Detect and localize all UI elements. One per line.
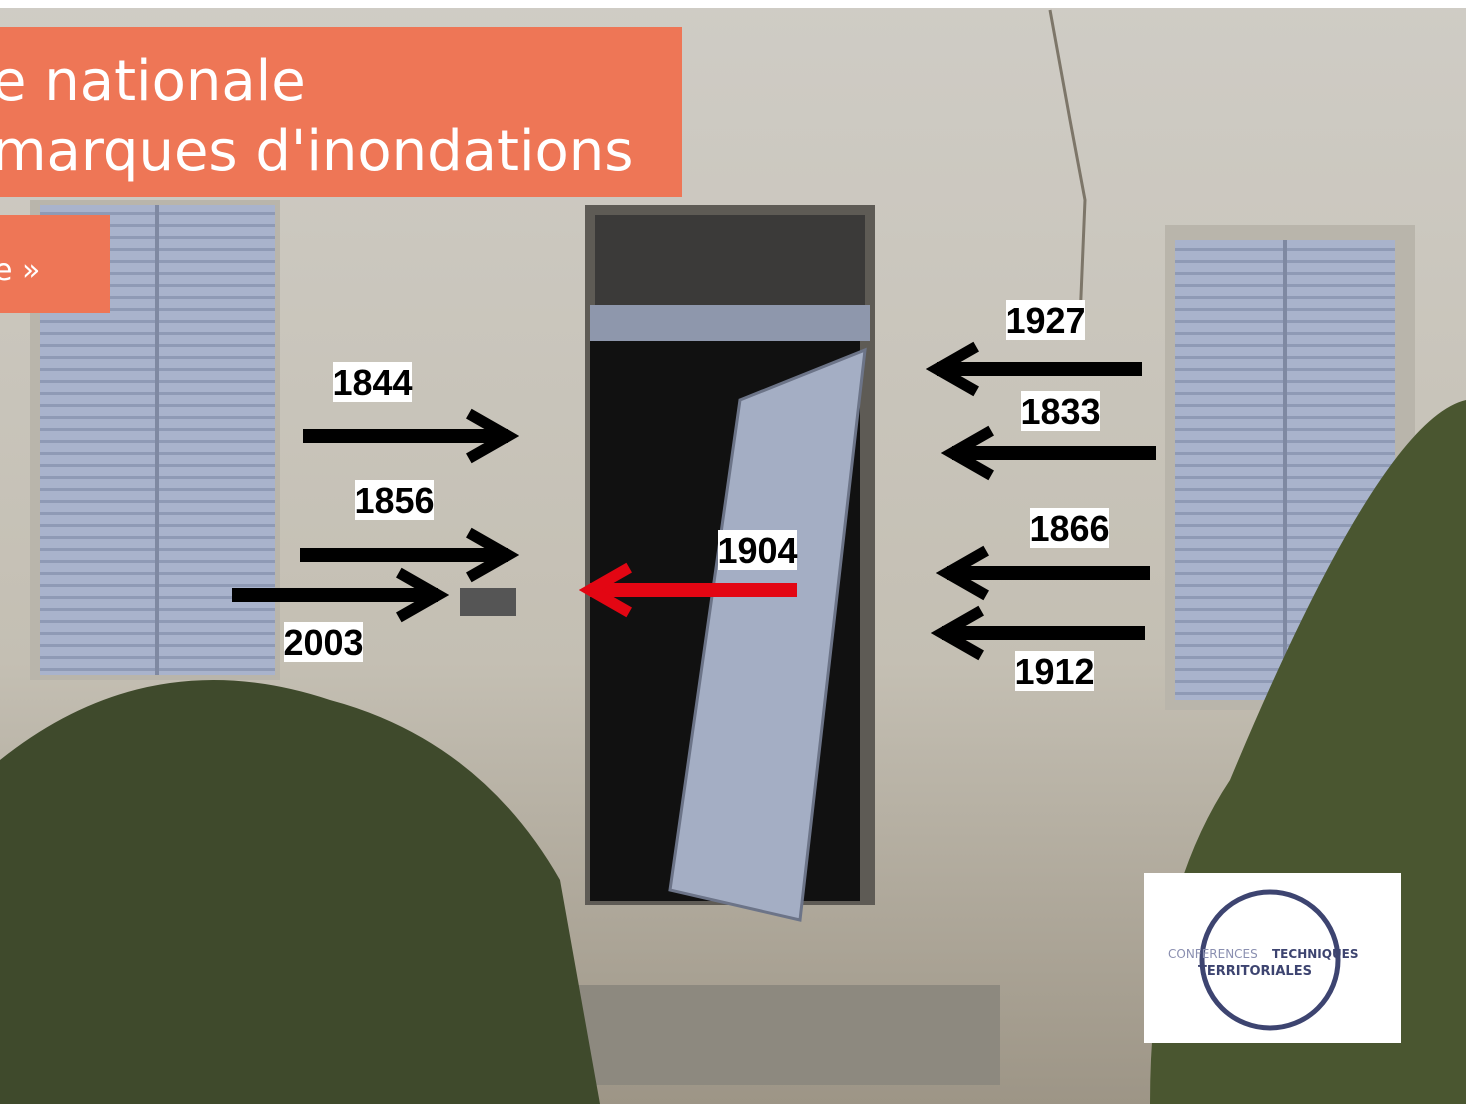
year-label: 1904	[717, 530, 797, 571]
top-edge	[0, 0, 1466, 8]
logo-text: CONFERENCES	[1168, 947, 1258, 961]
year-label: 1856	[354, 480, 434, 521]
subtitle: e »	[0, 253, 40, 288]
logo-text: TERRITORIALES	[1198, 964, 1312, 979]
logo-text: TECHNIQUES	[1272, 947, 1359, 961]
lintel	[590, 305, 870, 341]
transom	[595, 215, 865, 305]
title-line: marques d'inondations	[0, 119, 633, 184]
year-label: 1866	[1029, 508, 1109, 549]
year-label: 1927	[1005, 300, 1085, 341]
slide: 1844 1856 2003 1904 1927 1833 1866 1912 e natio…	[0, 0, 1466, 1104]
year-label: 1833	[1020, 391, 1100, 432]
page: 1844 1856 2003 1904 1927 1833 1866 1912 e natio…	[0, 0, 1466, 1104]
year-label: 2003	[283, 622, 363, 663]
year-label: 1844	[332, 362, 412, 403]
year-label: 1912	[1014, 651, 1094, 692]
plaque	[460, 588, 516, 616]
title-line: e nationale	[0, 49, 306, 114]
